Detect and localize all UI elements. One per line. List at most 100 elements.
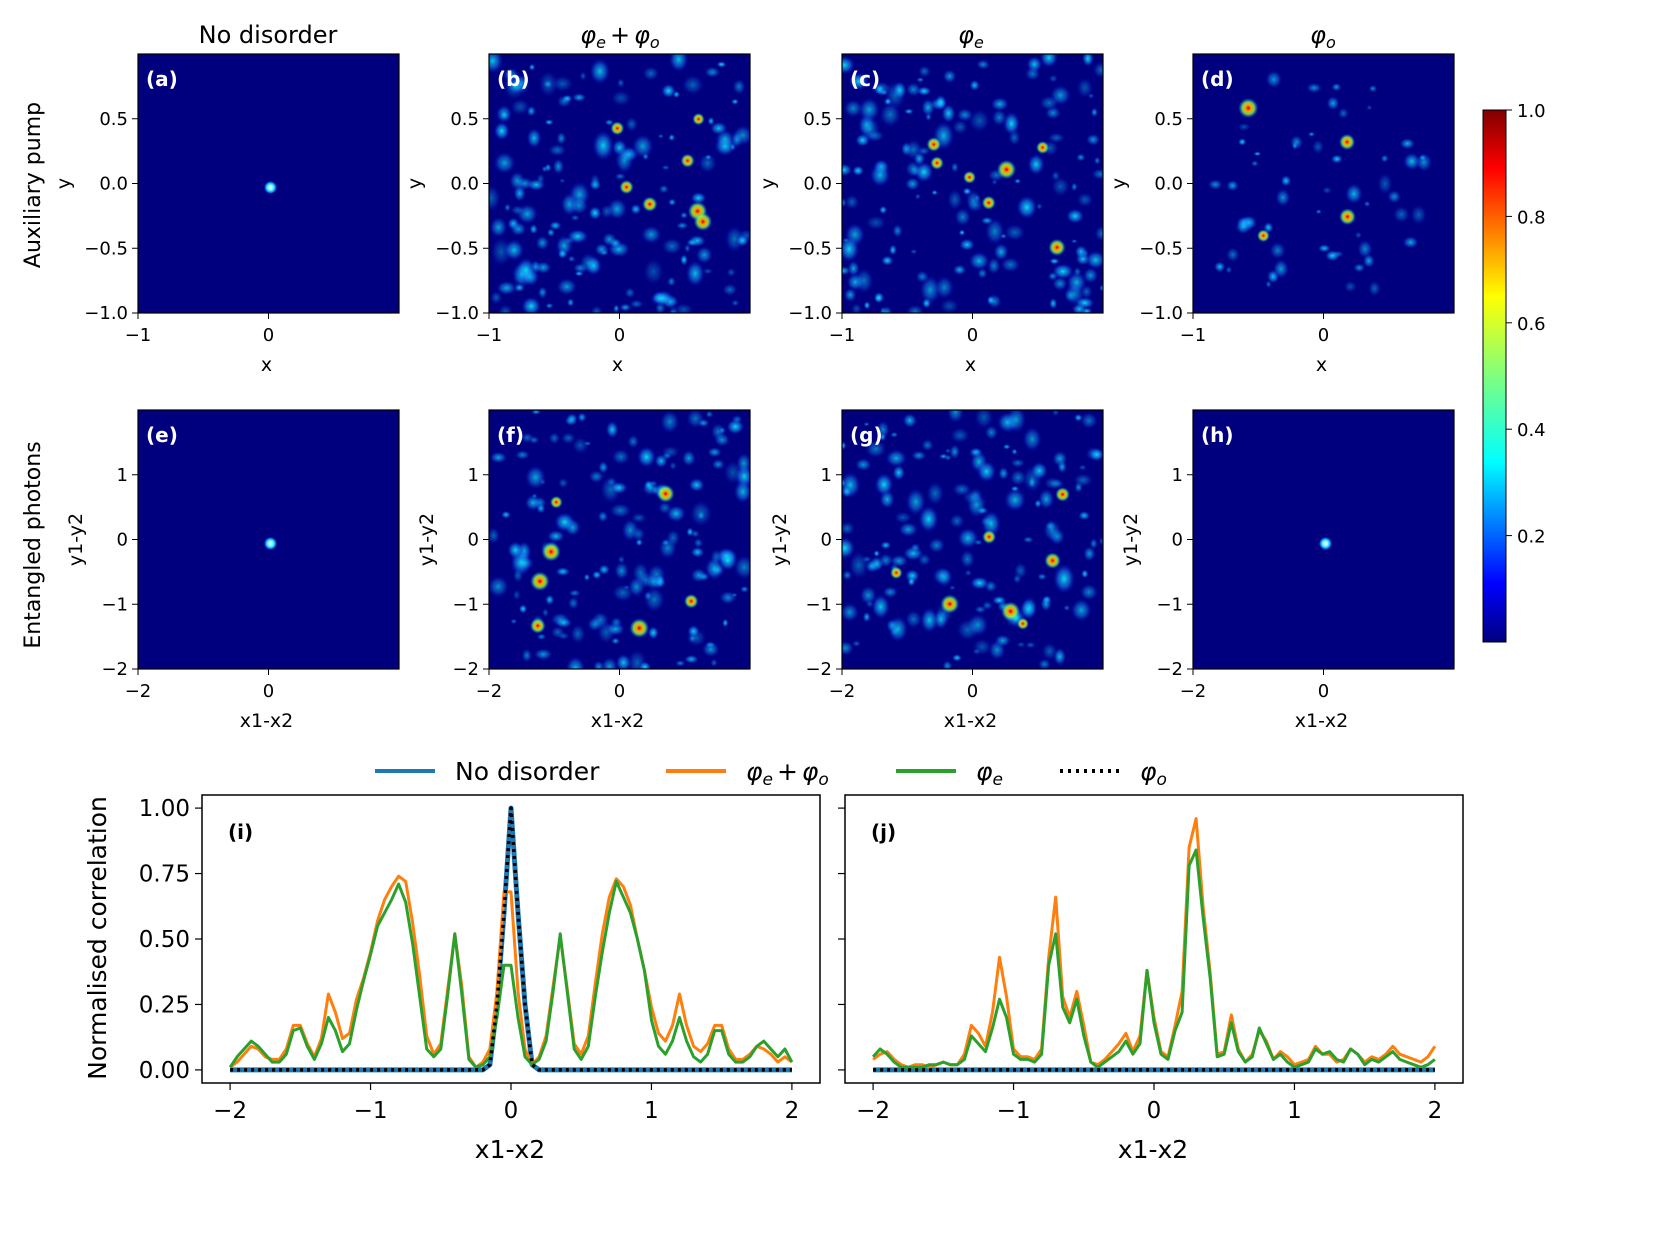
speckle [881, 255, 894, 266]
speckle [878, 553, 894, 568]
x-tick-label: 0 [1318, 325, 1329, 346]
speckle [577, 412, 587, 423]
speckle [1079, 583, 1098, 601]
x-axis-label: x1-x2 [1295, 710, 1349, 732]
speckle [964, 569, 972, 577]
speckle [710, 658, 718, 667]
speckle [1052, 276, 1068, 291]
hot-spot [693, 212, 713, 231]
speckle [518, 604, 528, 614]
speckle [1418, 154, 1427, 162]
y-axis-label: y [1108, 178, 1130, 189]
speckle [615, 653, 632, 669]
speckle [614, 561, 629, 580]
speckle [1092, 61, 1103, 79]
speckle [489, 54, 504, 74]
y-tick-label: 0.5 [99, 109, 128, 130]
speckle [991, 109, 1007, 127]
legend-label-phie: φe [976, 757, 1003, 790]
speckle [879, 102, 901, 127]
speckle [952, 482, 972, 497]
speckle [624, 287, 636, 299]
speckle [1070, 239, 1078, 244]
hot-spot [930, 156, 944, 170]
speckle [1402, 236, 1419, 249]
y-tick-label: 0.75 [139, 862, 190, 888]
speckle [849, 72, 869, 91]
speckle [690, 529, 700, 538]
speckle [684, 654, 699, 664]
speckle [1034, 499, 1042, 508]
speckle [859, 585, 877, 605]
speckle [981, 510, 1001, 537]
y-tick-label: 0.5 [1154, 109, 1183, 130]
speckle [598, 564, 610, 575]
y-tick-label: −2 [1156, 659, 1183, 680]
colorbar-tick-label: 0.6 [1517, 314, 1546, 335]
speckle [1086, 133, 1101, 146]
x-tick-label: 2 [785, 1098, 800, 1124]
speckle [865, 215, 887, 230]
speckle [974, 410, 994, 429]
hot-spot [963, 170, 976, 184]
speckle [892, 81, 907, 99]
colorbar-tick-label: 1.0 [1517, 101, 1546, 122]
speckle [647, 626, 659, 640]
speckle [489, 451, 508, 464]
column-title-3: φo [1310, 21, 1336, 52]
x-tick-label: 1 [1287, 1098, 1302, 1124]
y-tick-label: 1 [821, 465, 832, 486]
x-tick-label: −1 [997, 1098, 1031, 1124]
speckle [544, 119, 554, 126]
panel-label-e: (e) [146, 423, 178, 447]
x-tick-label: −2 [1180, 681, 1207, 702]
speckle [489, 527, 500, 545]
panel-label-g: (g) [850, 423, 883, 447]
line-ylabel: Normalised correlation [83, 796, 112, 1080]
speckle [545, 302, 554, 309]
speckle [1089, 448, 1103, 462]
speckle [1002, 444, 1011, 450]
speckle [521, 648, 532, 663]
hot-spot [996, 159, 1017, 180]
speckle [1098, 537, 1103, 546]
x-tick-label: −2 [213, 1098, 247, 1124]
x-axis-label: x [1316, 354, 1327, 376]
speckle [970, 576, 989, 590]
speckle [685, 238, 699, 247]
speckle [591, 570, 602, 580]
speckle [630, 203, 642, 215]
speckle [528, 63, 536, 71]
speckle [1066, 208, 1085, 224]
speckle [510, 98, 530, 116]
speckle [617, 78, 625, 88]
speckle [533, 648, 553, 661]
speckle [615, 147, 634, 174]
speckle [865, 559, 879, 573]
y-tick-label: −0.5 [1139, 238, 1183, 259]
speckle [1078, 510, 1091, 521]
speckle [1070, 182, 1078, 192]
speckle [914, 193, 921, 200]
speckle [642, 66, 660, 81]
x-axis-label: x [612, 354, 623, 376]
speckle [643, 258, 664, 285]
speckle [676, 221, 689, 230]
y-tick-label: 1 [117, 465, 128, 486]
speckle [658, 501, 672, 515]
speckle [949, 444, 961, 460]
speckle [949, 585, 956, 591]
speckle [1048, 74, 1058, 83]
speckle [632, 134, 654, 159]
speckle [1049, 258, 1060, 265]
speckle [1368, 280, 1381, 297]
speckle [1238, 138, 1247, 146]
speckle [1306, 82, 1322, 93]
hot-spot [1036, 141, 1050, 154]
panel-label-b: (b) [497, 67, 530, 91]
speckle [1354, 231, 1362, 239]
speckle [674, 303, 694, 313]
speckle [942, 69, 957, 84]
speckle [597, 510, 609, 523]
